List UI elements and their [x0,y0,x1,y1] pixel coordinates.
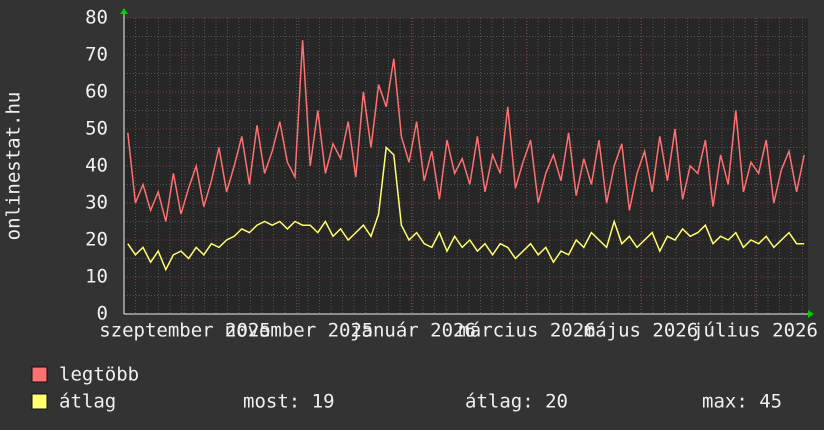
y-tick-label: 70 [85,44,108,66]
stat: most: 19 [243,391,335,413]
y-tick-label: 60 [85,81,108,103]
legend-swatch [31,393,48,410]
y-tick-label: 0 [97,303,108,325]
x-tick-label: július 2026 [692,320,818,342]
y-tick-label: 10 [85,266,108,288]
legend-label: átlag [59,391,116,413]
y-tick-label: 40 [85,155,108,177]
x-tick-label: november 2025 [225,320,374,342]
y-tick-label: 30 [85,192,108,214]
y-tick-label: 20 [85,229,108,251]
x-tick-label: január 2026 [350,320,476,342]
series-line [127,40,805,222]
series-line [127,145,805,272]
y-arrow [120,8,128,14]
x-arrow [808,310,814,318]
grid [124,17,808,315]
x-tick-label: szeptember 2025 [99,320,271,342]
stat: max: 45 [702,391,782,413]
stat: átlag: 20 [465,391,568,413]
x-tick-label: május 2026 [584,320,698,342]
legend-swatch [31,366,48,383]
y-tick-label: 50 [85,118,108,140]
x-tick-label: március 2026 [458,320,595,342]
y-tick-label: 80 [85,7,108,29]
legend-label: legtöbb [59,364,139,386]
y-axis-label: onlinestat.hu [3,92,25,241]
